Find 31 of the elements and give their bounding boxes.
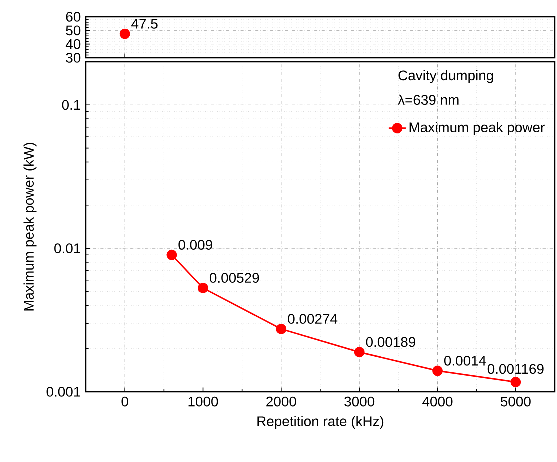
x-tick-label: 5000 bbox=[500, 396, 531, 407]
x-tick-label: 3000 bbox=[344, 396, 375, 407]
y-tick-label: 0.001 bbox=[46, 387, 80, 397]
data-label: 0.001169 bbox=[488, 364, 544, 374]
y-tick-label: 40 bbox=[66, 39, 81, 50]
data-label: 0.00529 bbox=[210, 273, 260, 284]
legend-label: Maximum peak power bbox=[410, 122, 545, 136]
annotation: Cavity dumping bbox=[398, 70, 494, 84]
x-tick-label: 1000 bbox=[188, 396, 218, 407]
y-tick-label: 0.01 bbox=[54, 244, 80, 254]
y-tick-label: 30 bbox=[66, 53, 81, 63]
x-tick-label: 4000 bbox=[422, 396, 453, 407]
data-label: 0.00189 bbox=[366, 337, 416, 348]
x-tick-label: 2000 bbox=[266, 396, 296, 407]
data-label: 0.0014 bbox=[444, 356, 486, 366]
x-tick-label: 0 bbox=[122, 396, 128, 407]
point bbox=[276, 324, 287, 334]
data-label: 47.5 bbox=[132, 19, 158, 29]
point bbox=[198, 283, 208, 294]
point bbox=[432, 366, 443, 376]
y-tick-label: 50 bbox=[66, 26, 81, 36]
data-label: 0.009 bbox=[178, 240, 212, 250]
point bbox=[354, 347, 365, 358]
y-tick-label: 60 bbox=[66, 12, 81, 22]
point bbox=[510, 377, 522, 388]
y-tick-label: 0.1 bbox=[62, 100, 80, 110]
point bbox=[166, 250, 178, 260]
data-label: 0.00274 bbox=[288, 314, 338, 324]
y-axis-title: Maximum peak power (kW) bbox=[24, 143, 37, 311]
annotation: λ=639 nm bbox=[398, 94, 459, 106]
x-axis-title: Repetition rate (kHz) bbox=[258, 416, 384, 430]
